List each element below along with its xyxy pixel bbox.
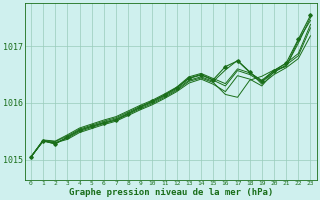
X-axis label: Graphe pression niveau de la mer (hPa): Graphe pression niveau de la mer (hPa) [68,188,273,197]
